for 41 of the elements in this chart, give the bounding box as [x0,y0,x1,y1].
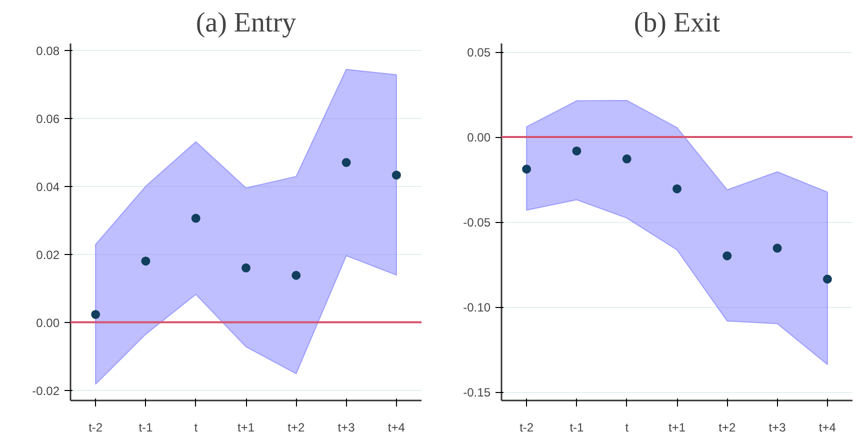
point [91,310,100,319]
y-tick-label: -0.15 [463,386,491,400]
y-tick-label: 0.02 [36,248,60,262]
y-tick-label: -0.02 [32,384,60,398]
x-tick-label: t [625,420,630,434]
y-tick-label: 0.06 [36,112,60,126]
y-tick-label: -0.10 [463,300,491,314]
point [342,158,351,167]
chart-title: (b) Exit [634,8,720,38]
x-tick-label: t-2 [520,420,534,434]
point [772,244,782,253]
x-tick-label: t+1 [237,420,255,434]
point [191,214,200,223]
x-tick-label: t+3 [338,420,356,434]
point [141,256,150,266]
x-tick-label: t+4 [388,420,406,434]
chart-title: (a) Entry [196,8,296,38]
point [572,146,582,156]
point [672,184,682,194]
x-tick-label: t+3 [768,420,786,434]
point [722,251,732,260]
x-tick-label: t [194,420,198,434]
y-tick-label: -0.05 [463,216,491,230]
point [292,270,301,280]
x-tick-label: t-1 [138,420,154,434]
y-tick-label: 0.04 [36,180,60,194]
point [622,154,632,164]
x-tick-label: t-1 [570,420,584,434]
x-tick-label: t+2 [718,420,736,434]
y-tick-label: 0.08 [36,44,60,58]
x-tick-label: t-2 [88,420,103,434]
x-tick-label: t+1 [668,420,686,434]
y-tick-label: 0.00 [467,130,491,144]
y-tick-label: 0.05 [467,46,491,60]
point [392,170,401,180]
x-tick-label: t+4 [818,420,836,434]
point [822,274,832,284]
x-tick-label: t+2 [288,420,305,434]
point [522,164,532,174]
y-tick-label: 0.00 [36,316,60,330]
point [242,263,250,272]
